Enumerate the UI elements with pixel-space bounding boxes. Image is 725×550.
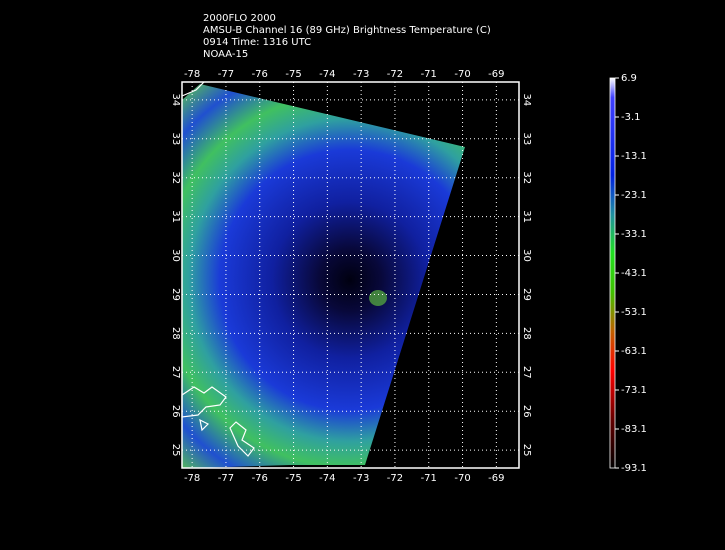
lat-tick-label: 29	[521, 288, 532, 301]
lon-tick-label: -76	[252, 69, 268, 80]
colorbar-tick-label: -73.1	[621, 385, 647, 396]
title-line: AMSU-B Channel 16 (89 GHz) Brightness Te…	[203, 25, 491, 36]
colorbar-tick-label: -3.1	[621, 112, 641, 123]
lat-tick-label: 25	[170, 444, 181, 457]
lon-tick-label: -73	[353, 69, 369, 80]
lat-tick-label: 28	[521, 327, 532, 340]
lat-tick-label: 34	[170, 94, 181, 107]
lon-tick-label: -75	[285, 69, 301, 80]
lon-tick-label: -69	[488, 69, 504, 80]
colorbar-tick-label: 6.9	[621, 73, 637, 84]
lat-tick-label: 26	[170, 405, 181, 418]
colorbar-tick-label: -63.1	[621, 346, 647, 357]
lon-tick-label: -73	[353, 473, 369, 484]
eye-feature	[369, 290, 387, 306]
lon-tick-label: -77	[218, 473, 234, 484]
lat-tick-label: 27	[521, 366, 532, 379]
lat-tick-label: 31	[521, 210, 532, 223]
lon-tick-label: -77	[218, 69, 234, 80]
lon-tick-label: -71	[421, 69, 437, 80]
colorbar-tick-label: -43.1	[621, 268, 647, 279]
lon-tick-label: -69	[488, 473, 504, 484]
lon-tick-label: -72	[387, 473, 403, 484]
lat-tick-label: 27	[170, 366, 181, 379]
lon-tick-label: -72	[387, 69, 403, 80]
lat-tick-label: 30	[170, 249, 181, 262]
lat-tick-label: 34	[521, 94, 532, 107]
lat-tick-label: 29	[170, 288, 181, 301]
lat-tick-label: 30	[521, 249, 532, 262]
lon-tick-label: -74	[319, 69, 335, 80]
lat-tick-label: 32	[521, 171, 532, 184]
lon-tick-label: -70	[454, 69, 470, 80]
colorbar-tick-label: -83.1	[621, 424, 647, 435]
lon-tick-label: -78	[184, 473, 200, 484]
lon-tick-label: -71	[421, 473, 437, 484]
graticule	[182, 82, 519, 468]
colorbar-tick-label: -13.1	[621, 151, 647, 162]
colorbar-tick-label: -23.1	[621, 190, 647, 201]
lat-tick-label: 26	[521, 405, 532, 418]
colorbar-tick-label: -33.1	[621, 229, 647, 240]
lon-tick-label: -78	[184, 69, 200, 80]
title-line: 2000FLO 2000	[203, 13, 276, 24]
lon-tick-label: -75	[285, 473, 301, 484]
lat-tick-label: 33	[521, 132, 532, 145]
lat-tick-label: 28	[170, 327, 181, 340]
data-swath	[182, 84, 465, 468]
title-line: 0914 Time: 1316 UTC	[203, 37, 311, 48]
lat-tick-label: 31	[170, 210, 181, 223]
lat-tick-label: 25	[521, 444, 532, 457]
colorbar-tick-label: -53.1	[621, 307, 647, 318]
lon-tick-label: -74	[319, 473, 335, 484]
lon-tick-label: -70	[454, 473, 470, 484]
title-line: NOAA-15	[203, 49, 248, 60]
colorbar	[609, 77, 616, 469]
lat-tick-label: 32	[170, 171, 181, 184]
coastline	[181, 81, 255, 457]
lat-tick-label: 33	[170, 132, 181, 145]
colorbar-tick-label: -93.1	[621, 463, 647, 474]
map-frame	[181, 81, 520, 469]
lon-tick-label: -76	[252, 473, 268, 484]
